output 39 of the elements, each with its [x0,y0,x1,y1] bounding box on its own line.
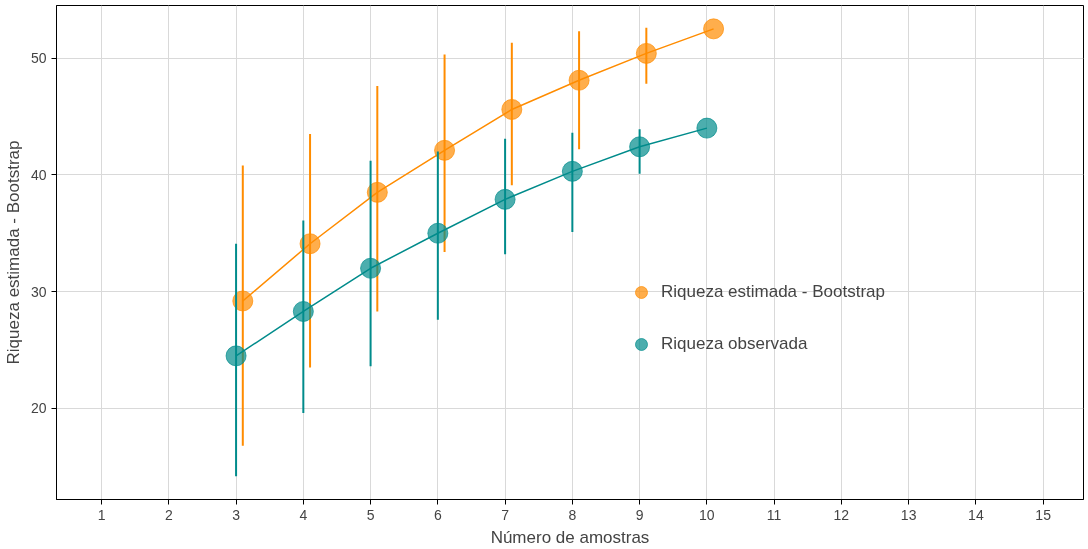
point [360,257,382,279]
y-tick-label: 40 [30,166,47,183]
y-tick-label: 30 [30,283,47,300]
x-tick-label: 9 [635,506,644,523]
point [501,98,523,120]
point [225,345,247,367]
x-tick-label: 6 [433,506,442,523]
x-tick-label: 4 [299,506,308,523]
x-tick-label: 12 [833,506,850,523]
x-tick-label: 15 [1035,506,1052,523]
x-axis-title: Número de amostras [490,527,650,547]
x-tick-label: 2 [164,506,173,523]
x-tick-label: 14 [968,506,984,523]
point [703,18,725,40]
point [427,222,449,244]
point [366,181,388,203]
x-tick-label: 11 [766,506,782,523]
point [292,301,314,322]
point [561,160,583,182]
point [434,139,456,161]
y-tick-label: 50 [30,50,47,67]
y-axis-title: Riqueza estimada - Bootstrap [3,140,23,365]
point [232,290,254,312]
x-tick-label: 8 [568,506,577,523]
point [635,42,657,64]
point [629,136,651,158]
point [696,117,718,139]
x-tick-label: 10 [699,506,715,523]
y-tick-label: 20 [30,400,47,417]
x-tick-label: 3 [232,506,241,523]
legend-label: Riqueza estimada - Bootstrap [661,282,885,302]
x-tick-label: 13 [900,506,917,523]
x-tick-label: 7 [501,506,510,523]
x-tick-label: 5 [366,506,375,523]
point [568,69,590,91]
legend-label: Riqueza observada [661,334,808,354]
point [299,233,321,255]
point [494,188,516,210]
x-tick-label: 1 [97,506,106,523]
